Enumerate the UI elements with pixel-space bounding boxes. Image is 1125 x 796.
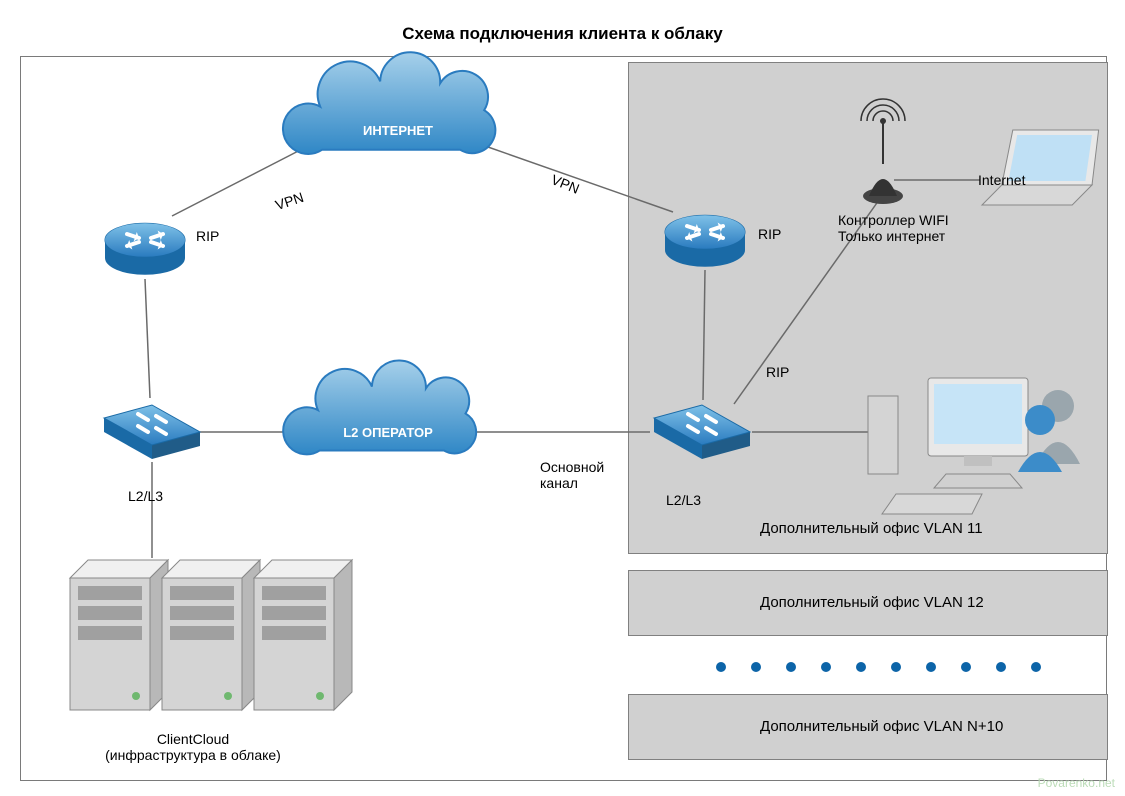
ellipsis-dot [751, 662, 761, 672]
ellipsis-dot [856, 662, 866, 672]
region-label-vlan11: Дополнительный офис VLAN 11 [760, 520, 983, 537]
diagram-title: Схема подключения клиента к облаку [0, 24, 1125, 44]
label-main-channel: Основной канал [540, 459, 604, 491]
ellipsis-dot [1031, 662, 1041, 672]
region-label-vlan12: Дополнительный офис VLAN 12 [760, 594, 984, 611]
label-rip-left: RIP [196, 228, 219, 244]
watermark-text: Povarenko.net [1038, 776, 1115, 790]
label-l2l3-left: L2/L3 [128, 488, 163, 504]
ellipsis-dot [891, 662, 901, 672]
diagram-canvas: Схема подключения клиента к облаку Допол… [0, 0, 1125, 796]
ellipsis-dot [786, 662, 796, 672]
ellipsis-dot [926, 662, 936, 672]
label-client-cloud: ClientCloud (инфраструктура в облаке) [78, 731, 308, 763]
ellipsis-dot [716, 662, 726, 672]
ellipsis-dot [961, 662, 971, 672]
region-label-vlanN: Дополнительный офис VLAN N+10 [760, 718, 1003, 735]
region-office-vlan11 [628, 62, 1108, 554]
label-rip-switch: RIP [766, 364, 789, 380]
ellipsis-dot [996, 662, 1006, 672]
label-rip-right: RIP [758, 226, 781, 242]
label-wifi-controller: Контроллер WIFI Только интернет [838, 212, 949, 244]
label-internet: Internet [978, 172, 1025, 188]
ellipsis-dot [821, 662, 831, 672]
label-l2l3-right: L2/L3 [666, 492, 701, 508]
